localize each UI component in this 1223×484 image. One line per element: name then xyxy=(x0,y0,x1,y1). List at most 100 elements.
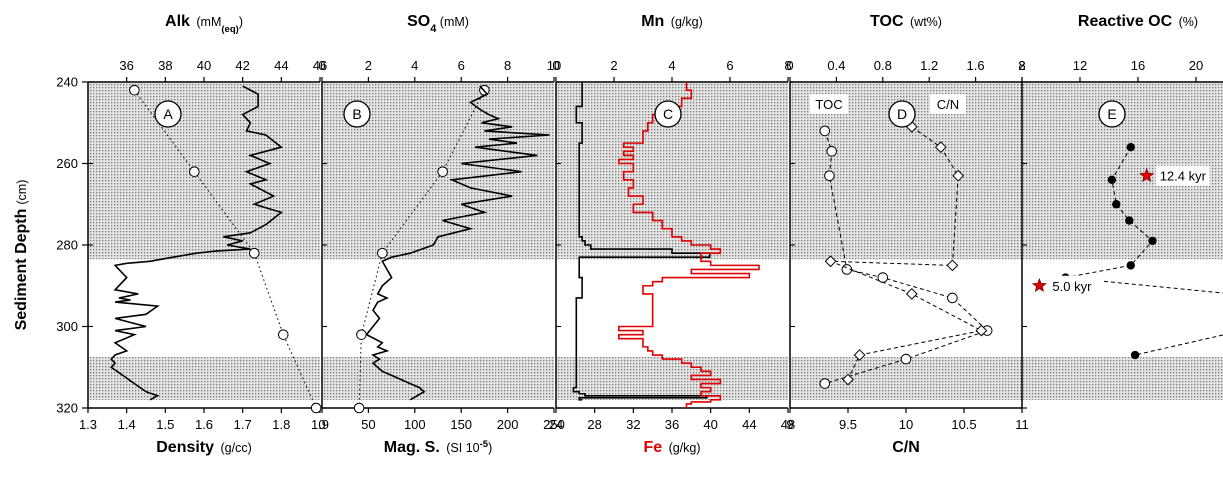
bottom-tick-label: 150 xyxy=(450,417,472,432)
top-tick-label: 1.6 xyxy=(967,58,985,73)
data-point xyxy=(934,141,947,154)
depth-tick-label: 260 xyxy=(56,156,78,171)
bottom-tick-label: 1.3 xyxy=(79,417,97,432)
top-axis-title: TOC (wt%) xyxy=(870,13,942,30)
bottom-tick-label: 1.6 xyxy=(195,417,213,432)
bottom-tick-label: 1.5 xyxy=(156,417,174,432)
panel-letter: E xyxy=(1107,106,1116,122)
data-point xyxy=(842,373,854,386)
legend-box xyxy=(930,94,966,114)
top-tick-label: 46 xyxy=(313,58,327,73)
data-point xyxy=(277,329,289,340)
bottom-tick-label: 9 xyxy=(786,417,793,432)
top-axis-title: Alk (mM(eq)) xyxy=(165,13,243,35)
data-point xyxy=(819,378,831,389)
top-tick-label: 4 xyxy=(668,58,675,73)
top-tick-label: 6 xyxy=(458,58,465,73)
data-point xyxy=(1148,236,1157,246)
top-tick-label: 0.8 xyxy=(874,58,892,73)
top-tick-label: 0 xyxy=(552,58,559,73)
top-tick-label: 38 xyxy=(158,58,172,73)
top-tick-label: 1.2 xyxy=(920,58,938,73)
data-point xyxy=(975,324,988,337)
data-point xyxy=(248,247,260,259)
data-point xyxy=(1130,350,1140,360)
panel-letter-circle xyxy=(154,100,182,128)
legend-box xyxy=(810,94,848,114)
data-point xyxy=(853,349,866,361)
data-point xyxy=(877,272,889,283)
series-line-c-1 xyxy=(572,82,711,401)
data-point xyxy=(819,125,831,137)
bottom-tick-label: 9.5 xyxy=(839,417,857,432)
bottom-axis-title: C/N xyxy=(892,439,920,456)
legend-label: C/N xyxy=(937,97,959,112)
data-point xyxy=(824,255,837,268)
top-tick-label: 8 xyxy=(504,58,511,73)
bottom-tick-label: 48 xyxy=(781,417,795,432)
depth-tick-label: 280 xyxy=(56,238,78,253)
top-axis-title: SO4 (mM) xyxy=(407,13,469,35)
top-tick-label: 20 xyxy=(1189,58,1203,73)
bottom-axis-title: Density (g/cc) xyxy=(156,439,252,456)
data-point xyxy=(377,247,388,259)
legend-label: TOC xyxy=(815,97,842,112)
data-point xyxy=(356,329,367,340)
shaded-interval-c-2 xyxy=(556,357,788,400)
bottom-tick-label: 36 xyxy=(665,417,679,432)
top-tick-label: 2 xyxy=(1018,58,1025,73)
depth-tick-label: 240 xyxy=(56,75,78,90)
bottom-tick-label: 0 xyxy=(318,417,325,432)
star-marker xyxy=(1031,277,1047,293)
data-point xyxy=(1107,175,1117,184)
panel-letter: D xyxy=(897,106,907,122)
top-tick-label: 10 xyxy=(547,58,561,73)
top-tick-label: 16 xyxy=(1131,58,1145,73)
series-line-b-1 xyxy=(358,89,485,409)
series-line-c-2 xyxy=(618,82,760,408)
top-tick-label: 0.4 xyxy=(827,58,845,73)
top-tick-label: 0 xyxy=(786,58,793,73)
bottom-tick-label: 1.8 xyxy=(272,417,290,432)
data-point xyxy=(952,169,965,182)
data-point xyxy=(437,166,448,177)
bottom-axis-title: Mag. S. (SI 10-5) xyxy=(384,439,492,457)
top-tick-label: 8 xyxy=(1018,58,1025,73)
panel-letter: B xyxy=(352,106,361,122)
series-line-a-2 xyxy=(109,85,284,401)
top-tick-label: 0 xyxy=(318,58,325,73)
panel-letter: A xyxy=(163,106,173,122)
shaded-interval-a-1 xyxy=(88,82,320,260)
data-point xyxy=(189,166,200,177)
data-point xyxy=(1126,143,1135,152)
bottom-tick-label: 100 xyxy=(404,417,426,432)
top-tick-label: 44 xyxy=(274,58,288,73)
data-point xyxy=(129,84,140,96)
star-marker xyxy=(1139,167,1155,183)
data-point xyxy=(905,287,918,300)
top-tick-label: 40 xyxy=(197,58,211,73)
bottom-tick-label: 40 xyxy=(703,417,717,432)
shaded-interval-a-2 xyxy=(88,357,320,400)
bottom-tick-label: 24 xyxy=(549,417,563,432)
shaded-interval-b-2 xyxy=(322,357,554,400)
panel-d: 0 0.4 0.8 1.2 1.6 2 TOC (wt%) 9 9.5 10 10.5 11 C/N TO… xyxy=(786,13,1028,456)
data-point xyxy=(353,402,365,414)
data-point xyxy=(947,292,958,304)
depth-axis-title: Sediment Depth(cm) xyxy=(13,180,30,331)
bottom-axis-title: Fe (g/kg) xyxy=(643,439,700,456)
annotation-label: 12.4 kyr xyxy=(1160,169,1207,184)
panel-letter-circle xyxy=(654,100,682,128)
top-tick-label: 12 xyxy=(1073,58,1087,73)
bottom-tick-label: 1.4 xyxy=(118,417,136,432)
shaded-interval-e-2 xyxy=(1022,357,1223,400)
bottom-tick-label: 250 xyxy=(543,417,565,432)
depth-tick-label: 320 xyxy=(56,401,78,416)
depth-axis: Sediment Depth(cm) xyxy=(13,180,30,331)
panel-letter: C xyxy=(663,106,673,122)
bottom-tick-label: 10.5 xyxy=(951,417,976,432)
data-point xyxy=(900,353,912,365)
